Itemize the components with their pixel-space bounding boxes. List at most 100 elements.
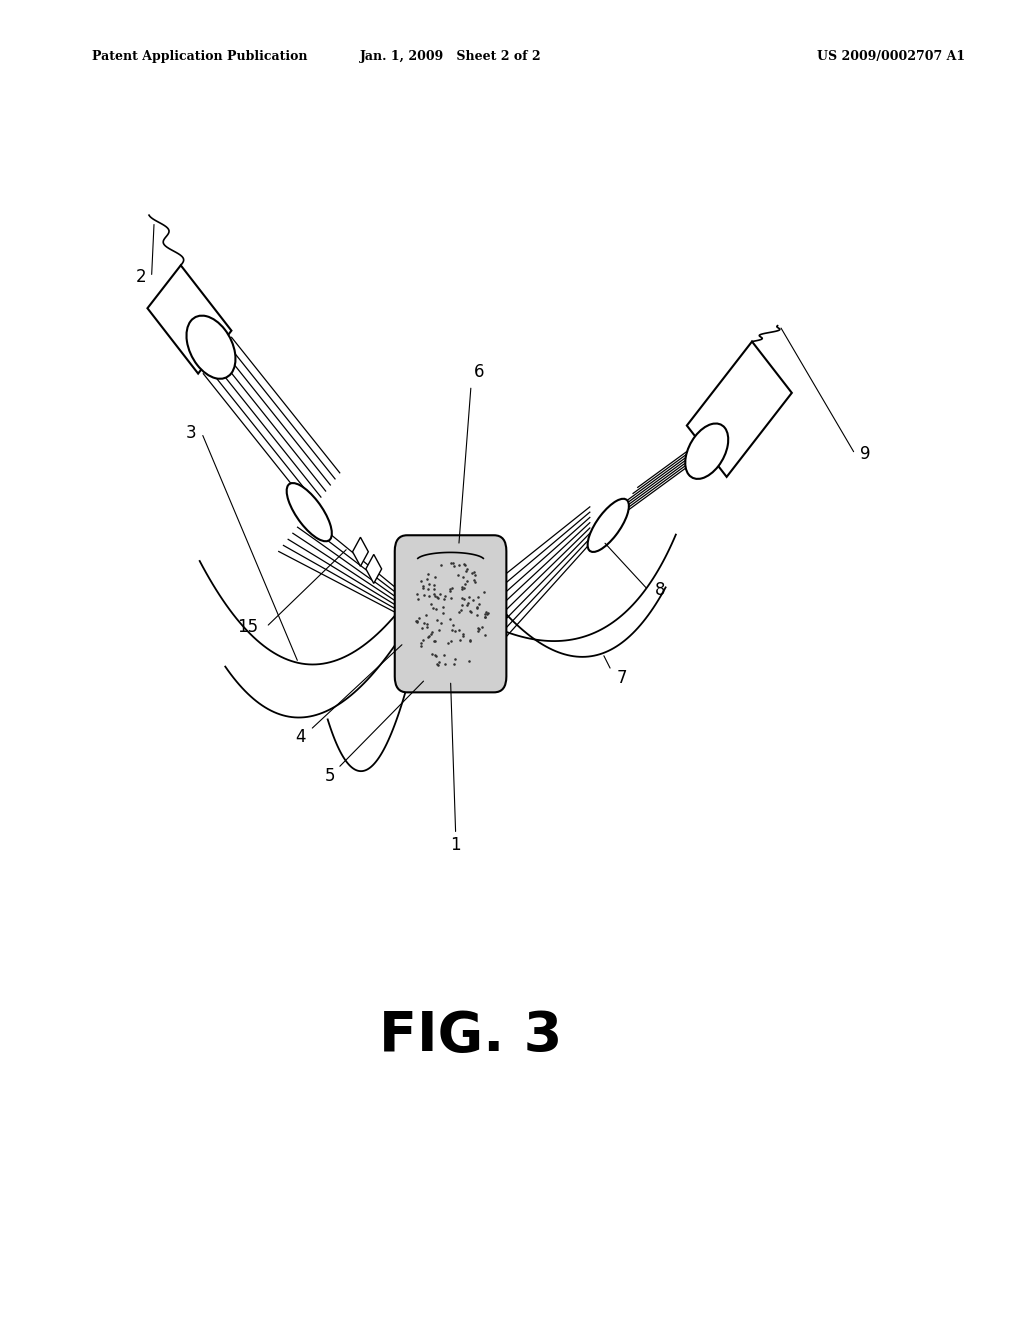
Text: 7: 7 <box>616 669 627 688</box>
Point <box>476 582 493 603</box>
Point <box>456 577 472 598</box>
Point <box>442 609 459 630</box>
Point <box>426 578 442 599</box>
Point <box>458 560 474 581</box>
Point <box>410 611 426 632</box>
Point <box>466 569 482 590</box>
Point <box>428 586 444 607</box>
Point <box>463 601 479 622</box>
Point <box>420 626 436 647</box>
Point <box>461 649 477 671</box>
Point <box>431 619 447 640</box>
Point <box>459 558 475 579</box>
Point <box>409 611 425 632</box>
Point <box>419 569 435 590</box>
Polygon shape <box>366 554 382 583</box>
Point <box>454 578 470 599</box>
Point <box>461 587 477 609</box>
Point <box>433 554 450 576</box>
Point <box>425 598 441 619</box>
Text: Jan. 1, 2009   Sheet 2 of 2: Jan. 1, 2009 Sheet 2 of 2 <box>359 50 542 63</box>
Point <box>424 644 440 665</box>
Point <box>470 618 486 639</box>
Point <box>427 566 443 587</box>
Point <box>423 594 439 615</box>
Point <box>436 589 453 610</box>
Point <box>444 615 461 636</box>
Point <box>459 594 475 615</box>
Point <box>428 653 444 675</box>
Point <box>415 578 431 599</box>
Point <box>421 585 437 606</box>
Point <box>434 597 451 618</box>
Point <box>445 556 462 577</box>
Point <box>451 620 467 642</box>
Point <box>469 598 485 619</box>
Point <box>457 554 473 576</box>
Point <box>414 618 430 639</box>
Text: 2: 2 <box>136 268 146 286</box>
Text: 9: 9 <box>860 445 870 463</box>
Point <box>474 616 490 638</box>
Point <box>454 594 470 615</box>
Point <box>416 612 432 634</box>
Text: 3: 3 <box>186 424 197 442</box>
Point <box>410 583 426 605</box>
Point <box>444 578 461 599</box>
Point <box>452 554 468 576</box>
Point <box>471 594 487 615</box>
Point <box>427 644 443 665</box>
Polygon shape <box>147 265 231 374</box>
Point <box>432 612 449 634</box>
Point <box>469 597 485 618</box>
Point <box>441 578 458 599</box>
Point <box>464 562 480 583</box>
Point <box>430 587 446 609</box>
Point <box>462 630 478 651</box>
Point <box>424 622 440 643</box>
Ellipse shape <box>685 424 728 479</box>
Point <box>455 623 471 644</box>
Point <box>462 631 478 652</box>
Point <box>411 607 427 628</box>
Point <box>477 624 494 645</box>
Point <box>427 631 443 652</box>
Text: US 2009/0002707 A1: US 2009/0002707 A1 <box>817 50 965 63</box>
Point <box>455 626 471 647</box>
Point <box>477 607 494 628</box>
Ellipse shape <box>588 499 629 552</box>
Point <box>410 589 426 610</box>
Point <box>462 601 478 622</box>
Point <box>446 620 463 642</box>
Point <box>443 631 460 652</box>
Ellipse shape <box>287 483 332 541</box>
Point <box>443 587 460 609</box>
Point <box>456 589 472 610</box>
Ellipse shape <box>186 315 236 379</box>
Point <box>413 635 429 656</box>
Text: 5: 5 <box>325 767 335 785</box>
Point <box>413 572 429 593</box>
Point <box>431 583 447 605</box>
Point <box>415 630 431 651</box>
Point <box>470 620 486 642</box>
Point <box>445 653 462 675</box>
Point <box>436 585 453 606</box>
Point <box>469 605 485 626</box>
Point <box>428 598 444 619</box>
FancyBboxPatch shape <box>395 536 507 692</box>
Point <box>455 577 471 598</box>
Point <box>457 573 473 594</box>
Point <box>413 632 429 653</box>
Point <box>420 564 436 585</box>
Point <box>429 610 445 631</box>
Text: 8: 8 <box>655 581 666 599</box>
Point <box>431 651 447 672</box>
Point <box>460 593 476 614</box>
Point <box>479 603 496 624</box>
Point <box>428 645 444 667</box>
Point <box>479 603 496 624</box>
Point <box>419 614 435 635</box>
Point <box>467 572 483 593</box>
Polygon shape <box>352 537 369 566</box>
